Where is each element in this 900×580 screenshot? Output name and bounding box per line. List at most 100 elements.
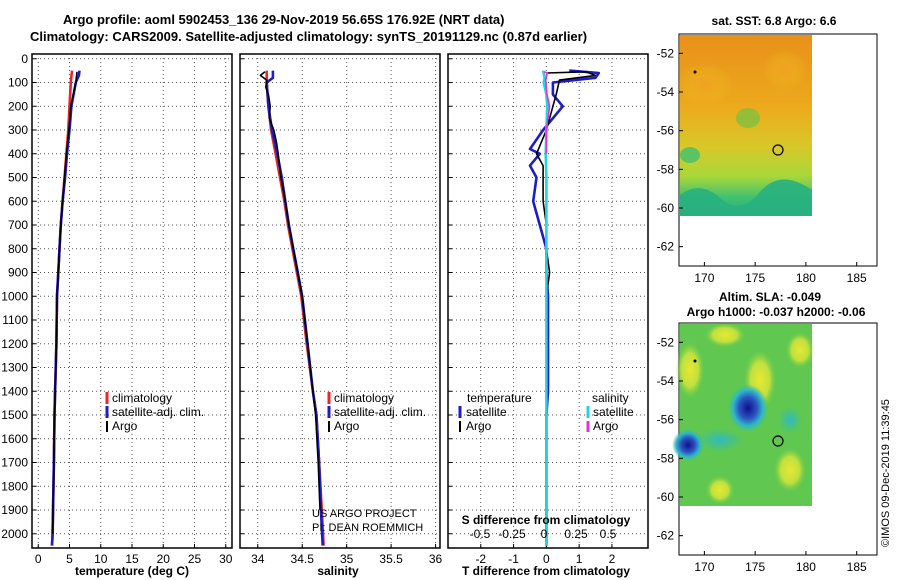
salinity-grid — [240, 54, 440, 548]
depth-tick-label: 1300 — [1, 361, 28, 375]
salinity-series — [259, 70, 325, 546]
depth-tick-label: 1500 — [1, 408, 28, 422]
x-tick-label: 15 — [125, 552, 139, 566]
s-diff-tick-label: -0.25 — [498, 527, 526, 541]
sla-low-1 — [728, 384, 768, 432]
map-x-tick-label: 175 — [745, 271, 765, 285]
depth-tick-label: 1400 — [1, 384, 28, 398]
s-diff-tick-label: 0 — [541, 527, 548, 541]
x-tick-label: 2 — [609, 552, 616, 566]
x-tick-label: 10 — [94, 552, 108, 566]
map-x-tick-label: 185 — [847, 271, 867, 285]
depth-tick-label: 400 — [8, 147, 28, 161]
salinity-panel: 34 34.5 35 35.5 36 salinity climatology sate… — [239, 53, 443, 578]
depth-tick-label: 0 — [21, 52, 28, 66]
sst-float-dot — [693, 70, 697, 74]
depth-tick-label: 900 — [8, 266, 28, 280]
x-tick-label: 0 — [35, 552, 42, 566]
x-tick-label: 36 — [429, 552, 443, 566]
sla-high-3 — [705, 323, 745, 347]
sla-high-2 — [676, 342, 704, 398]
depth-tick-label: 1700 — [1, 456, 28, 470]
legend-label-climatology: climatology — [334, 391, 394, 405]
depth-tick-label: 1100 — [2, 313, 28, 327]
map-x-tick-label: 170 — [694, 271, 714, 285]
legend-header-salinity: salinity — [592, 391, 629, 405]
sst-front — [680, 179, 812, 216]
map-y-tick-label: -54 — [657, 85, 675, 99]
sla-field — [672, 323, 814, 506]
depth-tick-label: 1200 — [1, 337, 28, 351]
sst-map-ticks: 170 175 180 185 -52 -54 -56 -58 -60 -62 — [657, 46, 867, 285]
sst-cool-patch-2 — [680, 147, 700, 163]
sla-map-title-1: Altim. SLA: -0.049 — [719, 290, 821, 304]
map-y-tick-label: -52 — [657, 46, 675, 60]
title-line-2: Climatology: CARS2009. Satellite-adjuste… — [30, 29, 588, 44]
imos-watermark: ©IMOS 09-Dec-2019 11:39:45 — [880, 399, 892, 547]
difference-panel: -2 -1 0 1 2 -0.5 -0.25 0 0.25 0.5 S difference f… — [447, 53, 649, 578]
legend-label-argo: Argo — [112, 419, 138, 433]
series-line-salinity-argo — [543, 71, 551, 154]
difference-series — [528, 69, 601, 546]
salinity-tick-labels: 34 34.5 35 35.5 36 — [251, 552, 442, 566]
title-line-1: Argo profile: aoml 5902453_136 29-Nov-20… — [63, 12, 505, 27]
sla-high-4 — [774, 448, 806, 492]
map-x-tick-label: 185 — [847, 560, 867, 574]
sst-warm-patch — [677, 63, 733, 107]
depth-tick-label: 1000 — [1, 289, 28, 303]
salinity-axis-label: salinity — [317, 564, 359, 578]
s-diff-tick-label: 0.5 — [600, 527, 617, 541]
map-x-tick-label: 170 — [694, 560, 714, 574]
map-y-tick-label: -54 — [657, 374, 675, 388]
temperature-legend: climatology satellite-adj. clim. Argo — [105, 391, 204, 433]
s-diff-tick-label: -0.5 — [470, 527, 491, 541]
sla-high-6 — [786, 332, 814, 368]
map-y-tick-label: -56 — [657, 124, 675, 138]
map-y-tick-label: -60 — [657, 490, 675, 504]
sla-map-ticks: 170 175 180 185 -52 -54 -56 -58 -60 -62 — [657, 335, 867, 574]
t-difference-axis-label: T difference from climatology — [462, 564, 630, 578]
legend-label-satellite: satellite-adj. clim. — [334, 405, 426, 419]
sla-high-5 — [706, 476, 734, 504]
x-tick-label: 1 — [576, 552, 583, 566]
difference-legend: temperature salinity satellite Argo sate… — [458, 391, 634, 433]
legend-header-temperature: temperature — [467, 391, 532, 405]
series-line-argo — [51, 71, 78, 534]
x-tick-label: 30 — [219, 552, 233, 566]
salinity-legend: climatology satellite-adj. clim. Argo — [327, 391, 426, 433]
depth-tick-label: 800 — [8, 242, 28, 256]
map-x-tick-label: 175 — [745, 560, 765, 574]
map-y-tick-label: -56 — [657, 413, 675, 427]
temperature-grid — [32, 54, 232, 548]
x-tick-label: 35.5 — [379, 552, 403, 566]
depth-tick-label: 1800 — [1, 479, 28, 493]
credit-pi: PI: DEAN ROEMMICH — [312, 522, 423, 534]
legend-label-s-satellite: satellite — [593, 405, 634, 419]
sla-map-title-2: Argo h1000: -0.037 h2000: -0.06 — [687, 305, 866, 319]
x-tick-label: 0 — [543, 552, 550, 566]
sla-low-2 — [672, 429, 704, 461]
x-tick-label: 5 — [66, 552, 73, 566]
map-y-tick-label: -62 — [657, 240, 675, 254]
x-tick-label: -2 — [475, 552, 486, 566]
x-tick-label: 25 — [188, 552, 202, 566]
sla-map-panel: Altim. SLA: -0.049 Argo h1000: -0.037 h2… — [657, 290, 878, 574]
temperature-series — [50, 70, 81, 546]
t-difference-tick-labels: -2 -1 0 1 2 — [475, 552, 615, 566]
legend-label-t-argo: Argo — [466, 419, 492, 433]
sla-argo-marker — [772, 435, 784, 447]
map-y-tick-label: -62 — [657, 529, 675, 543]
sla-float-dot — [693, 359, 697, 363]
depth-tick-label: 1600 — [1, 432, 28, 446]
depth-tick-label: 200 — [8, 99, 28, 113]
x-tick-label: 34.5 — [291, 552, 315, 566]
x-tick-label: 35 — [340, 552, 354, 566]
temperature-panel: 0100200300400500600700800900100011001200… — [1, 52, 233, 578]
legend-label-argo: Argo — [334, 419, 360, 433]
map-y-tick-label: -58 — [657, 162, 675, 176]
temperature-tick-labels: 0 5 10 15 20 25 30 — [35, 552, 233, 566]
temperature-axis-label: temperature (deg C) — [75, 564, 189, 578]
temperature-plot-frame — [31, 53, 233, 549]
depth-tick-label: 100 — [8, 76, 28, 90]
legend-label-climatology: climatology — [112, 391, 172, 405]
